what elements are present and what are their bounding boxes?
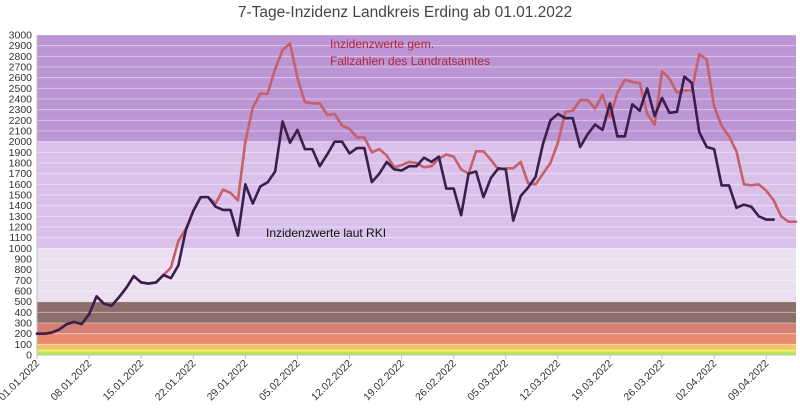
y-tick-label-100: 100 bbox=[14, 339, 32, 351]
risk-band-6 bbox=[37, 248, 796, 302]
y-tick-label-700: 700 bbox=[14, 275, 32, 287]
x-tick-label-13: 02.04.2022 bbox=[674, 358, 720, 404]
y-tick-label-300: 300 bbox=[14, 318, 32, 330]
risk-band-3 bbox=[37, 333, 796, 345]
x-tick-label-6: 12.02.2022 bbox=[309, 358, 355, 404]
annotations: Inzidenzwerte gem. Fallzahlen des Landra… bbox=[266, 37, 490, 240]
y-tick-label-1800: 1800 bbox=[9, 158, 33, 170]
y-tick-label-2100: 2100 bbox=[9, 126, 33, 138]
x-tick-label-2: 15.01.2022 bbox=[101, 358, 147, 404]
y-tick-label-2600: 2600 bbox=[9, 72, 33, 84]
y-tick-label-3000: 3000 bbox=[9, 30, 33, 42]
x-tick-label-9: 05.03.2022 bbox=[465, 358, 511, 404]
x-axis-ticks: 01.01.2022 08.01.2022 15.01.2022 22.01.2022… bbox=[0, 355, 771, 403]
y-tick-label-400: 400 bbox=[14, 307, 32, 319]
y-tick-label-2400: 2400 bbox=[9, 94, 33, 106]
x-tick-label-5: 05.02.2022 bbox=[257, 358, 303, 404]
y-tick-label-600: 600 bbox=[14, 286, 32, 298]
y-tick-label-1100: 1100 bbox=[9, 232, 32, 244]
chart-title: 7-Tage-Inzidenz Landkreis Erding ab 01.0… bbox=[238, 4, 572, 21]
risk-band-4 bbox=[37, 323, 796, 334]
risk-band-1 bbox=[37, 349, 796, 352]
x-tick-label-11: 19.03.2022 bbox=[569, 358, 615, 404]
y-tick-label-2500: 2500 bbox=[9, 83, 33, 95]
series-line-1 bbox=[35, 75, 775, 335]
risk-band-0 bbox=[37, 351, 796, 355]
risk-band-2 bbox=[37, 344, 796, 350]
y-tick-label-500: 500 bbox=[14, 296, 32, 308]
y-tick-label-1300: 1300 bbox=[9, 211, 33, 223]
y-tick-label-0: 0 bbox=[26, 350, 32, 362]
annotation-landratsamt-line2: Fallzahlen des Landratsamtes bbox=[330, 54, 490, 68]
x-tick-label-7: 19.02.2022 bbox=[361, 358, 407, 404]
y-tick-label-800: 800 bbox=[14, 264, 32, 276]
y-tick-label-1600: 1600 bbox=[9, 179, 33, 191]
x-tick-label-4: 29.01.2022 bbox=[205, 358, 251, 404]
x-tick-label-0: 01.01.2022 bbox=[0, 358, 42, 404]
y-tick-label-1400: 1400 bbox=[9, 200, 33, 212]
x-tick-label-10: 12.03.2022 bbox=[517, 358, 563, 404]
series-layer bbox=[35, 42, 798, 335]
y-tick-label-200: 200 bbox=[14, 328, 32, 340]
y-tick-label-2800: 2800 bbox=[9, 51, 33, 63]
y-tick-label-1500: 1500 bbox=[9, 190, 33, 202]
axes bbox=[36, 35, 796, 356]
annotation-landratsamt-line1: Inzidenzwerte gem. bbox=[330, 37, 434, 51]
y-tick-label-2700: 2700 bbox=[9, 62, 33, 74]
y-tick-label-1700: 1700 bbox=[9, 168, 33, 180]
y-tick-label-2300: 2300 bbox=[9, 104, 33, 116]
x-tick-label-1: 08.01.2022 bbox=[49, 358, 95, 404]
y-axis-ticks: 0100200300400500600700800900100011001200… bbox=[9, 30, 33, 362]
x-tick-label-14: 09.04.2022 bbox=[726, 358, 772, 404]
y-tick-label-2000: 2000 bbox=[9, 136, 33, 148]
y-tick-label-1200: 1200 bbox=[9, 222, 33, 234]
y-tick-label-1900: 1900 bbox=[9, 147, 33, 159]
y-tick-label-2200: 2200 bbox=[9, 115, 33, 127]
y-tick-label-2900: 2900 bbox=[9, 40, 33, 52]
x-tick-label-12: 26.03.2022 bbox=[622, 358, 668, 404]
y-tick-label-1000: 1000 bbox=[9, 243, 33, 255]
x-tick-label-3: 22.01.2022 bbox=[153, 358, 199, 404]
y-tick-label-900: 900 bbox=[14, 254, 32, 266]
annotation-rki: Inzidenzwerte laut RKI bbox=[266, 226, 386, 240]
x-tick-label-8: 26.02.2022 bbox=[413, 358, 459, 404]
